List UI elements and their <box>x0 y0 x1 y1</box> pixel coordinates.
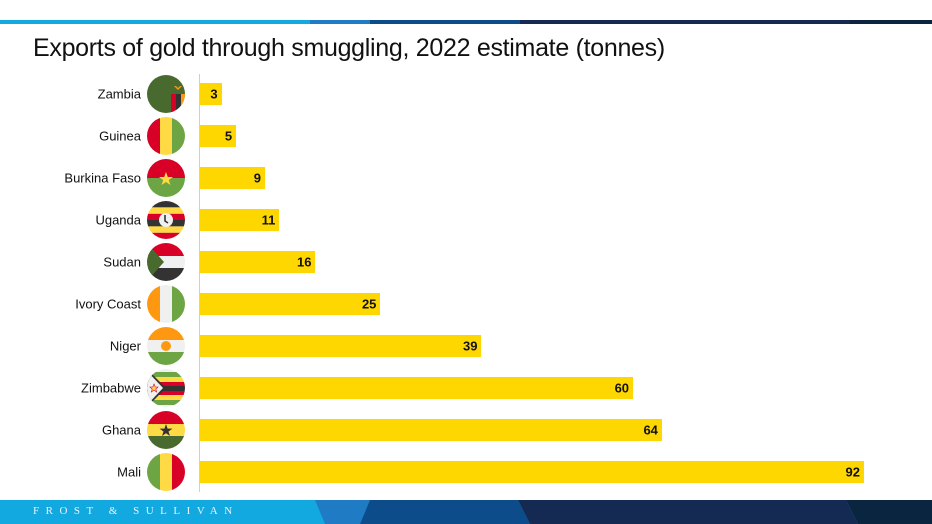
chart-title: Exports of gold through smuggling, 2022 … <box>33 34 665 62</box>
data-label-uganda: 11 <box>261 212 276 228</box>
data-label-guinea: 5 <box>224 128 233 144</box>
data-label-zambia: 3 <box>210 86 218 102</box>
bar-zimbabwe <box>200 377 634 399</box>
category-label-zimbabwe: Zimbabwe <box>81 380 141 396</box>
data-label-mali: 92 <box>845 464 860 480</box>
zimbabwe-flag-icon <box>147 369 185 407</box>
data-label-niger: 39 <box>463 338 478 354</box>
data-label-burkina-faso: 9 <box>253 170 261 186</box>
y-axis-line <box>199 74 200 492</box>
category-label-sudan: Sudan <box>103 254 141 270</box>
category-label-ivory-coast: Ivory Coast <box>75 296 141 312</box>
bar-niger <box>200 335 482 357</box>
zambia-flag-icon <box>147 75 185 113</box>
data-label-zimbabwe: 60 <box>614 380 630 396</box>
bar-zambia <box>200 83 222 105</box>
burkina-faso-flag-icon <box>147 159 185 197</box>
data-label-ghana: 64 <box>643 422 658 438</box>
guinea-flag-icon <box>147 117 185 155</box>
bar-ivory-coast <box>200 293 381 315</box>
category-label-guinea: Guinea <box>99 128 141 144</box>
bar-sudan <box>200 251 316 273</box>
footer-bar <box>0 500 932 524</box>
category-label-burkina-faso: Burkina Faso <box>64 170 141 186</box>
category-label-uganda: Uganda <box>95 212 141 228</box>
category-label-niger: Niger <box>109 338 141 354</box>
ivory-coast-flag-icon <box>147 285 185 323</box>
bar-uganda <box>200 209 280 231</box>
bar-burkina-faso <box>200 167 265 189</box>
bar-guinea <box>200 125 237 147</box>
data-label-ivory-coast: 25 <box>361 296 377 312</box>
header-accent-bar <box>0 20 932 24</box>
category-label-mali: Mali <box>117 464 141 480</box>
sudan-flag-icon <box>147 243 185 281</box>
data-label-sudan: 16 <box>297 254 312 270</box>
ghana-flag-icon <box>147 411 185 449</box>
uganda-flag-icon <box>147 201 185 239</box>
bar-ghana <box>200 419 662 441</box>
category-label-zambia: Zambia <box>97 86 141 102</box>
mali-flag-icon <box>147 453 185 491</box>
category-label-ghana: Ghana <box>101 422 141 438</box>
niger-flag-icon <box>147 327 185 365</box>
brand-logo-text: FROST & SULLIVAN <box>33 505 239 517</box>
bar-mali <box>200 461 864 483</box>
